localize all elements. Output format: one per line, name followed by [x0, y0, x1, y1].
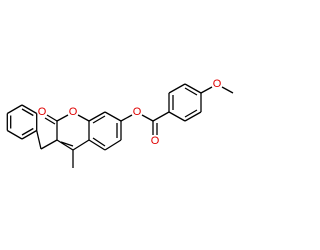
- atom-label: O: [151, 135, 160, 147]
- atom-label: O: [133, 106, 142, 118]
- atom-label: O: [38, 106, 47, 118]
- bonds: [6, 83, 234, 168]
- molecule-diagram: O O O O O: [6, 78, 234, 168]
- atom-label: O: [213, 78, 222, 90]
- atom-label: O: [69, 106, 78, 118]
